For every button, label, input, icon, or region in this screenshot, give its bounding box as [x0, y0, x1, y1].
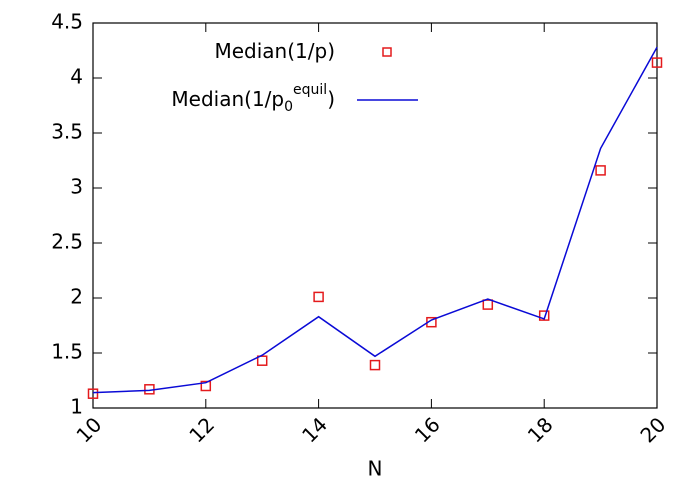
point	[595, 165, 606, 176]
point	[256, 355, 268, 366]
y-tick-label: 1	[70, 395, 83, 419]
x-axis-label: N	[368, 457, 383, 481]
y-tick-label: 1.5	[51, 340, 83, 364]
y-tick-label: 2	[70, 285, 83, 309]
y-tick-label: 4.5	[51, 10, 83, 34]
legend-label-part: Median(1/p	[171, 87, 284, 111]
x-tick-label: 16	[410, 412, 445, 447]
point	[651, 57, 663, 68]
point	[200, 380, 212, 392]
x-tick-label: 20	[635, 412, 670, 447]
x-tick-label: 18	[523, 412, 558, 447]
legend-label-part: Median(1/p)	[214, 39, 335, 63]
x-tick-label: 12	[184, 412, 219, 447]
y-tick-label: 3.5	[51, 120, 83, 144]
legend-label-part: equil	[293, 82, 327, 98]
y-tick-label: 4	[70, 65, 83, 89]
y-tick-label: 2.5	[51, 230, 83, 254]
legend-label: Median(1/p)	[214, 39, 335, 63]
legend-label-part: 0	[284, 99, 293, 115]
point	[369, 359, 381, 371]
legend-label: Median(1/p0equil)	[171, 82, 335, 115]
x-tick-label: 14	[297, 412, 332, 447]
point	[538, 310, 550, 321]
y-tick-label: 3	[70, 175, 83, 199]
legend-label-part: )	[327, 87, 335, 111]
series-line	[92, 46, 658, 394]
point	[482, 299, 494, 310]
point	[87, 388, 99, 399]
plot-frame	[92, 22, 658, 409]
legend-marker	[382, 47, 392, 57]
point	[313, 291, 324, 303]
